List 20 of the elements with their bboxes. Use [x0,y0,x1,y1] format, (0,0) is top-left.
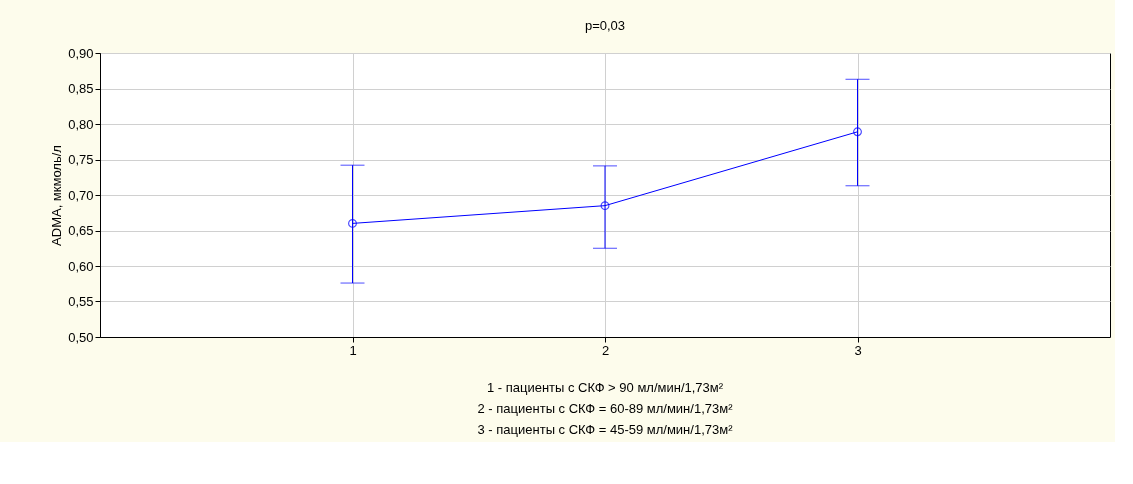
text: 1 - пациенты с СКФ > 90 мл/мин/1,73м² [486,380,724,395]
text: 2 - пациенты с СКФ = 60-89 мл/мин/1,73м² [477,401,734,416]
point [853,127,862,137]
y-tick-label: 0,75 [68,152,94,167]
y-tick-label: 0,50 [68,329,94,345]
y-tick-label: 0,90 [68,45,94,61]
y-tick-label: 0,70 [68,187,94,203]
x-tick-label: 2 [601,342,610,358]
y-tick-label: 0,60 [68,258,94,274]
y-tick-label: 0,85 [68,81,94,96]
x-tick-label: 1 [349,342,357,358]
text: 3 - пациенты с СКФ = 45-59 мл/мин/1,73м² [477,422,734,437]
y-axis-title: ADMA, мкмоль/л [49,145,65,246]
y-tick-label: 0,80 [68,116,94,132]
x-tick-label: 3 [854,342,862,358]
chart-title: p=0,03 [584,18,626,33]
y-tick-label: 0,65 [68,223,94,238]
point [348,218,357,228]
y-tick-label: 0,55 [68,294,94,309]
point [600,201,610,211]
